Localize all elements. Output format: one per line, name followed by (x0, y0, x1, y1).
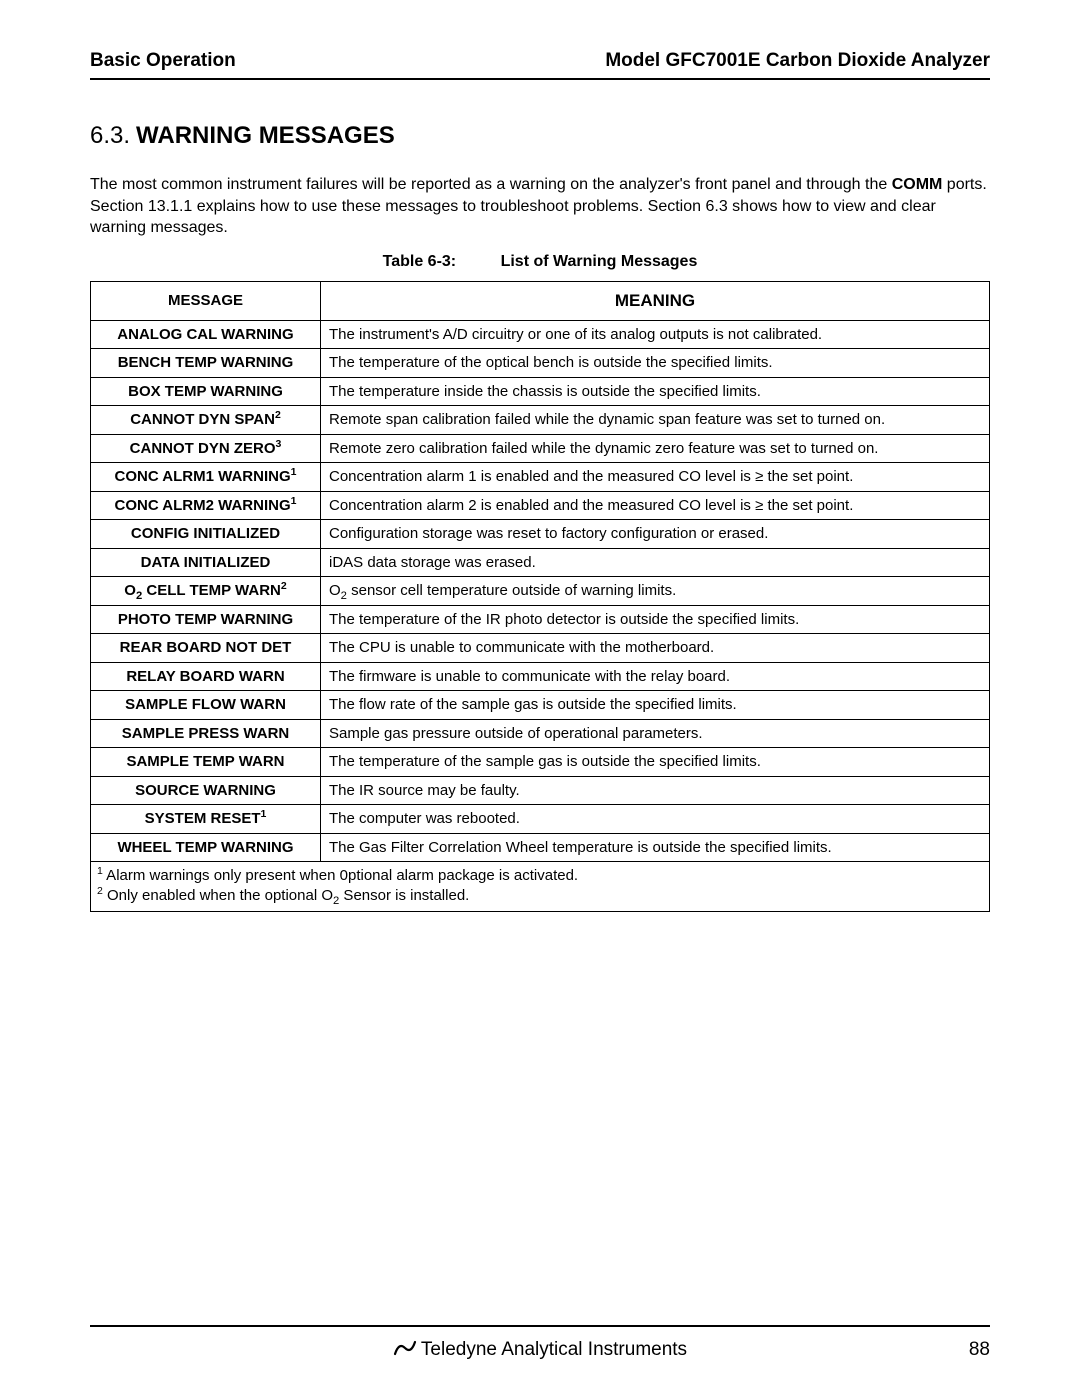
footnote-1-text: Alarm warnings only present when 0ptiona… (103, 867, 578, 884)
table-footnotes: 1 Alarm warnings only present when 0ptio… (91, 862, 990, 912)
meaning-cell: Sample gas pressure outside of operation… (321, 719, 990, 748)
message-cell: O2 CELL TEMP WARN2 (91, 577, 321, 606)
footnote-2-pre: Only enabled when the optional O (103, 887, 333, 904)
table-row: CANNOT DYN ZERO3Remote zero calibration … (91, 434, 990, 463)
meaning-cell: The IR source may be faulty. (321, 776, 990, 805)
meaning-cell: The firmware is unable to communicate wi… (321, 662, 990, 691)
table-row: BENCH TEMP WARNINGThe temperature of the… (91, 349, 990, 378)
table-row: REAR BOARD NOT DETThe CPU is unable to c… (91, 634, 990, 663)
table-row: ANALOG CAL WARNINGThe instrument's A/D c… (91, 320, 990, 349)
message-cell: SYSTEM RESET1 (91, 805, 321, 834)
message-cell: WHEEL TEMP WARNING (91, 833, 321, 862)
footer-brand: Teledyne Analytical Instruments (90, 1338, 990, 1362)
message-cell: PHOTO TEMP WARNING (91, 605, 321, 634)
meaning-cell: The temperature of the optical bench is … (321, 349, 990, 378)
intro-paragraph: The most common instrument failures will… (90, 174, 990, 239)
table-row: PHOTO TEMP WARNINGThe temperature of the… (91, 605, 990, 634)
page-footer: Teledyne Analytical Instruments 88 (90, 1339, 990, 1361)
header-right: Model GFC7001E Carbon Dioxide Analyzer (605, 50, 990, 72)
footnote-2: 2 Only enabled when the optional O2 Sens… (97, 886, 983, 906)
message-cell: BOX TEMP WARNING (91, 377, 321, 406)
table-caption-title: List of Warning Messages (501, 253, 698, 270)
message-cell: REAR BOARD NOT DET (91, 634, 321, 663)
meaning-cell: Configuration storage was reset to facto… (321, 520, 990, 549)
table-row: SAMPLE PRESS WARNSample gas pressure out… (91, 719, 990, 748)
teledyne-logo-icon (393, 1338, 417, 1362)
intro-bold: COMM (892, 176, 943, 193)
meaning-cell: The computer was rebooted. (321, 805, 990, 834)
message-cell: CONC ALRM1 WARNING1 (91, 463, 321, 492)
message-cell: SAMPLE TEMP WARN (91, 748, 321, 777)
meaning-cell: Concentration alarm 2 is enabled and the… (321, 491, 990, 520)
message-cell: CONFIG INITIALIZED (91, 520, 321, 549)
table-footnotes-row: 1 Alarm warnings only present when 0ptio… (91, 862, 990, 912)
message-cell: DATA INITIALIZED (91, 548, 321, 577)
table-row: SAMPLE TEMP WARNThe temperature of the s… (91, 748, 990, 777)
table-row: DATA INITIALIZEDiDAS data storage was er… (91, 548, 990, 577)
table-row: CONC ALRM2 WARNING1Concentration alarm 2… (91, 491, 990, 520)
message-cell: RELAY BOARD WARN (91, 662, 321, 691)
table-row: WHEEL TEMP WARNINGThe Gas Filter Correla… (91, 833, 990, 862)
message-cell: SAMPLE FLOW WARN (91, 691, 321, 720)
table-row: SAMPLE FLOW WARNThe flow rate of the sam… (91, 691, 990, 720)
meaning-cell: The CPU is unable to communicate with th… (321, 634, 990, 663)
message-cell: CANNOT DYN ZERO3 (91, 434, 321, 463)
meaning-cell: The temperature inside the chassis is ou… (321, 377, 990, 406)
intro-pre: The most common instrument failures will… (90, 176, 892, 193)
meaning-cell: iDAS data storage was erased. (321, 548, 990, 577)
col-meaning: MEANING (321, 281, 990, 320)
table-row: RELAY BOARD WARNThe firmware is unable t… (91, 662, 990, 691)
meaning-cell: Remote span calibration failed while the… (321, 406, 990, 435)
meaning-cell: The instrument's A/D circuitry or one of… (321, 320, 990, 349)
section-title: WARNING MESSAGES (136, 122, 395, 149)
section-number: 6.3. (90, 122, 130, 149)
meaning-cell: The temperature of the sample gas is out… (321, 748, 990, 777)
header-left: Basic Operation (90, 50, 236, 72)
section-heading: 6.3.WARNING MESSAGES (90, 122, 990, 150)
meaning-cell: O2 sensor cell temperature outside of wa… (321, 577, 990, 606)
footer-rule (90, 1325, 990, 1327)
message-cell: SOURCE WARNING (91, 776, 321, 805)
page-header: Basic Operation Model GFC7001E Carbon Di… (90, 50, 990, 80)
table-row: CANNOT DYN SPAN2Remote span calibration … (91, 406, 990, 435)
message-cell: CANNOT DYN SPAN2 (91, 406, 321, 435)
table-header-row: MESSAGE MEANING (91, 281, 990, 320)
col-message: MESSAGE (91, 281, 321, 320)
footnote-1: 1 Alarm warnings only present when 0ptio… (97, 866, 983, 886)
meaning-cell: The temperature of the IR photo detector… (321, 605, 990, 634)
meaning-cell: Concentration alarm 1 is enabled and the… (321, 463, 990, 492)
message-cell: CONC ALRM2 WARNING1 (91, 491, 321, 520)
meaning-cell: The Gas Filter Correlation Wheel tempera… (321, 833, 990, 862)
table-row: SOURCE WARNINGThe IR source may be fault… (91, 776, 990, 805)
footnote-2-post: Sensor is installed. (339, 887, 469, 904)
meaning-cell: Remote zero calibration failed while the… (321, 434, 990, 463)
table-row: O2 CELL TEMP WARN2O2 sensor cell tempera… (91, 577, 990, 606)
meaning-cell: The flow rate of the sample gas is outsi… (321, 691, 990, 720)
message-cell: SAMPLE PRESS WARN (91, 719, 321, 748)
message-cell: BENCH TEMP WARNING (91, 349, 321, 378)
warnings-table: MESSAGE MEANING ANALOG CAL WARNINGThe in… (90, 281, 990, 913)
message-cell: ANALOG CAL WARNING (91, 320, 321, 349)
table-row: BOX TEMP WARNINGThe temperature inside t… (91, 377, 990, 406)
footer-brand-text: Teledyne Analytical Instruments (421, 1339, 687, 1360)
table-caption: Table 6-3: List of Warning Messages (90, 253, 990, 271)
table-row: CONFIG INITIALIZEDConfiguration storage … (91, 520, 990, 549)
table-row: CONC ALRM1 WARNING1Concentration alarm 1… (91, 463, 990, 492)
table-row: SYSTEM RESET1The computer was rebooted. (91, 805, 990, 834)
table-caption-label: Table 6-3: (383, 253, 457, 270)
